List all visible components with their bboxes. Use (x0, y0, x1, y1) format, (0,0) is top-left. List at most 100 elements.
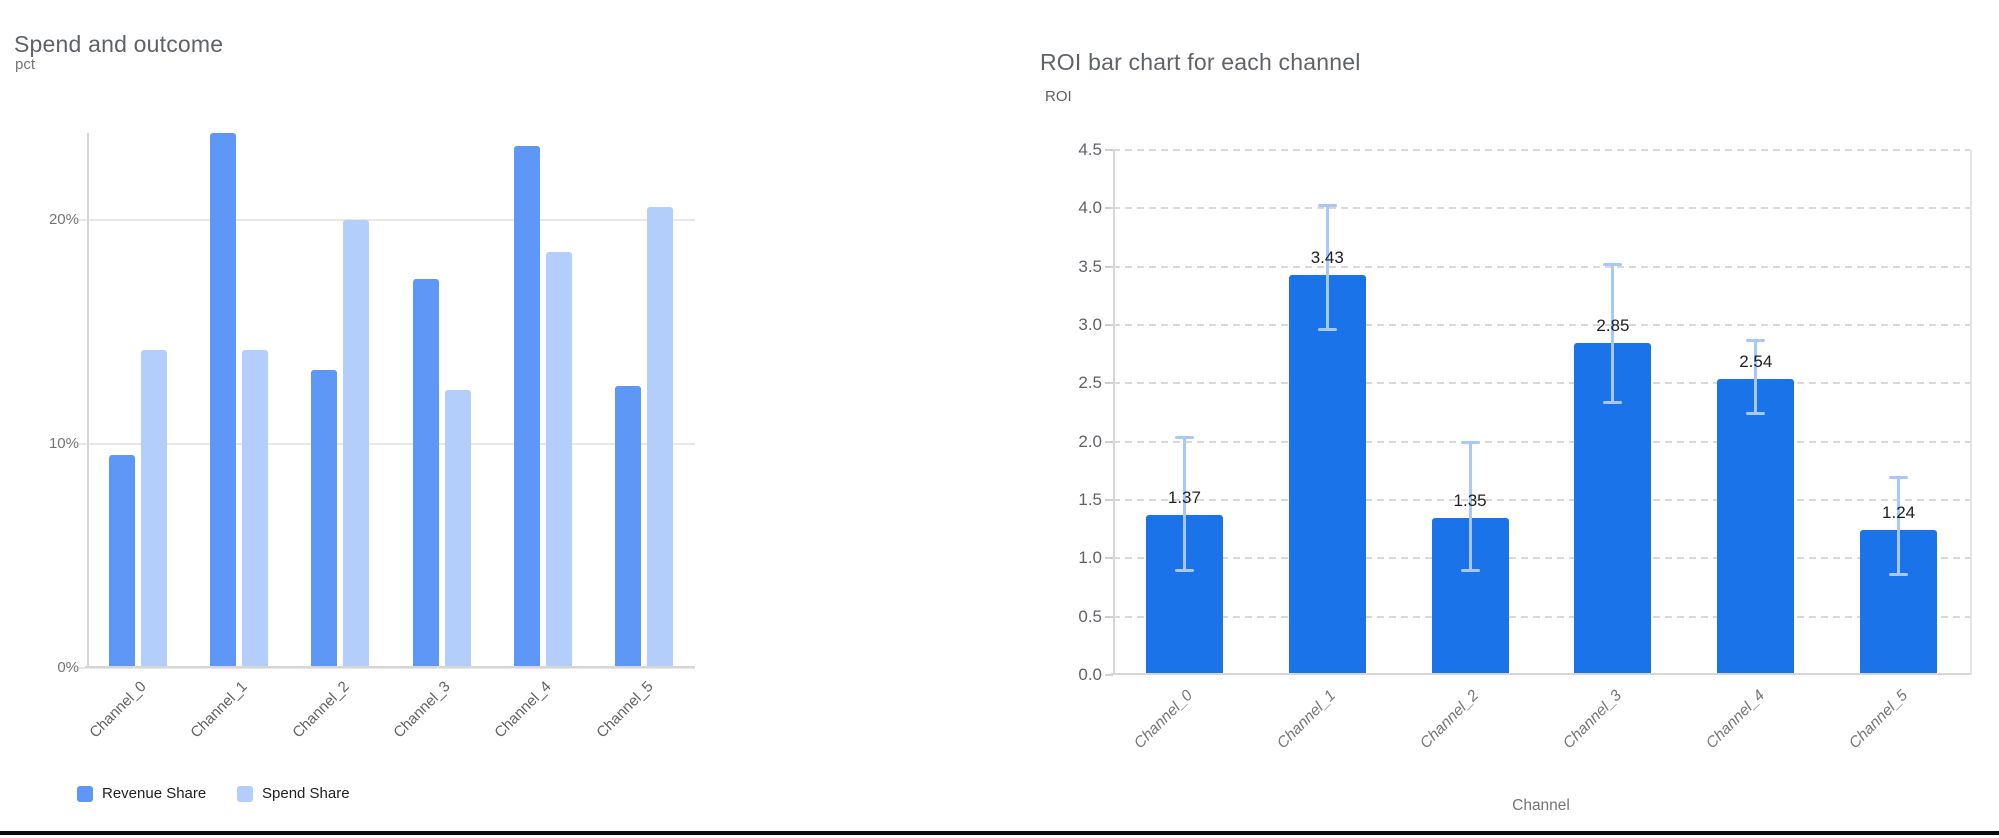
gridline (78, 443, 695, 446)
y-tick-label: 3.0 (1078, 315, 1102, 334)
spend-bar-channel-5[interactable] (647, 206, 674, 668)
legend-item-revenue-share[interactable]: Revenue Share (77, 785, 206, 802)
gridline (1113, 440, 1970, 443)
y-tick-mark (1105, 499, 1113, 501)
gridline (1113, 265, 1970, 268)
error-bar-cap-bottom (1889, 572, 1909, 576)
gridline (78, 219, 695, 222)
bar-value-label: 3.43 (1310, 247, 1344, 267)
x-tick-label-text: Channel_5 (1845, 687, 1911, 753)
y-tick-mark (1105, 149, 1113, 151)
y-tick-mark (1105, 265, 1113, 268)
error-bar-cap-bottom (1317, 327, 1337, 331)
spend-bar-channel-2[interactable] (343, 220, 370, 668)
legend-swatch (77, 785, 93, 802)
x-tick-label-text: Channel_4 (491, 678, 556, 742)
spend-outcome-chart: Spend and outcome pct 0% 10% 20% Channel_0 C… (0, 0, 810, 838)
error-bar-cap-top (1317, 203, 1337, 207)
revenue-bar-channel-0[interactable] (108, 455, 135, 668)
x-tick-label-text: Channel_1 (1274, 687, 1340, 753)
y-tick-label: 0% (57, 659, 79, 676)
x-tick-label-text: Channel_1 (187, 678, 252, 742)
error-bar-cap-top (1174, 436, 1194, 439)
error-bar-channel-2 (1468, 441, 1472, 572)
y-tick-label: 10% (48, 435, 79, 453)
bar-value-label: 1.35 (1453, 490, 1487, 510)
legend: Revenue Share Spend Share (0, 785, 810, 809)
x-tick-label-text: Channel_0 (86, 678, 150, 742)
gridline (1113, 557, 1970, 560)
spend-bar-channel-3[interactable] (444, 390, 471, 668)
y-tick-mark (1105, 615, 1113, 618)
x-axis-title: Channel (1512, 797, 1570, 814)
y-tick-mark (1105, 440, 1113, 443)
error-bar-cap-top (1460, 440, 1480, 444)
y-axis-unit-label: ROI (1045, 88, 1072, 105)
error-bar-cap-top (1603, 263, 1623, 267)
error-bar-channel-5 (1897, 476, 1901, 575)
legend-swatch (237, 785, 253, 802)
x-tick-label-text: Channel_3 (1559, 687, 1625, 753)
x-tick-label-text: Channel_0 (1131, 687, 1197, 753)
y-tick-label: 3.5 (1078, 256, 1102, 276)
spend-bar-channel-4[interactable] (546, 251, 572, 668)
error-bar-channel-0 (1182, 437, 1186, 572)
x-tick-label-text: Channel_4 (1702, 687, 1768, 753)
y-tick-label: 4.0 (1078, 198, 1102, 218)
y-tick-label: 4.5 (1078, 140, 1102, 159)
revenue-bar-channel-4[interactable] (514, 146, 540, 668)
x-tick-label-text: Channel_2 (1417, 687, 1483, 753)
gridline (1113, 324, 1970, 326)
spend-bar-channel-0[interactable] (140, 350, 167, 668)
spend-bar-channel-1[interactable] (242, 350, 268, 668)
gridline (1113, 149, 1970, 151)
revenue-bar-channel-1[interactable] (210, 133, 236, 668)
chart-title: Spend and outcome (14, 31, 224, 58)
legend-label: Spend Share (262, 785, 350, 802)
error-bar-channel-3 (1611, 264, 1615, 404)
revenue-bar-channel-2[interactable] (311, 370, 338, 668)
y-tick-label: 0.0 (1078, 665, 1102, 684)
error-bar-channel-1 (1325, 204, 1329, 330)
plot-area (78, 133, 695, 669)
y-tick-mark (1105, 324, 1113, 326)
bar-value-label: 2.54 (1739, 351, 1773, 371)
plot-right-border (1970, 150, 1972, 675)
error-bar-cap-top (1746, 339, 1766, 343)
bar-value-label: 1.37 (1167, 488, 1201, 508)
bar-value-label: 2.85 (1596, 315, 1630, 335)
roi-bar-channel-1[interactable] (1288, 274, 1366, 675)
x-tick-label-text: Channel_2 (289, 678, 353, 742)
y-tick-label: 0.5 (1078, 606, 1102, 626)
error-bar-cap-bottom (1746, 411, 1766, 415)
error-bar-cap-top (1889, 475, 1909, 479)
roi-bar-chart: ROI bar chart for each channel ROI 0.0 0.… (1030, 0, 1999, 838)
gridline (1113, 615, 1970, 618)
gridline (1113, 499, 1970, 501)
x-axis-line (85, 666, 695, 668)
plot-area (1113, 149, 1970, 675)
x-axis-line (1111, 673, 1970, 675)
revenue-bar-channel-3[interactable] (412, 278, 439, 668)
y-tick-mark (1105, 207, 1113, 210)
x-tick-label-text: Channel_5 (593, 678, 657, 742)
y-tick-label: 1.0 (1078, 548, 1102, 568)
legend-label: Revenue Share (102, 785, 207, 802)
roi-bar-channel-4[interactable] (1717, 378, 1795, 675)
y-tick-label: 2.0 (1078, 431, 1102, 451)
bar-value-label: 1.24 (1882, 503, 1916, 523)
y-tick-mark (1105, 382, 1113, 385)
chart-title: ROI bar chart for each channel (1040, 49, 1361, 76)
y-tick-label: 2.5 (1078, 373, 1102, 393)
y-tick-mark (1105, 557, 1113, 560)
gridline (78, 667, 695, 669)
legend-item-spend-share[interactable]: Spend Share (237, 785, 350, 802)
error-bar-channel-4 (1754, 340, 1758, 414)
y-axis-line (1113, 150, 1115, 675)
y-axis-line (87, 133, 89, 668)
error-bar-cap-bottom (1460, 569, 1480, 573)
revenue-bar-channel-5[interactable] (615, 385, 642, 668)
error-bar-cap-bottom (1603, 401, 1623, 405)
y-axis-unit-label: pct (15, 56, 36, 73)
gridline (1113, 207, 1970, 210)
